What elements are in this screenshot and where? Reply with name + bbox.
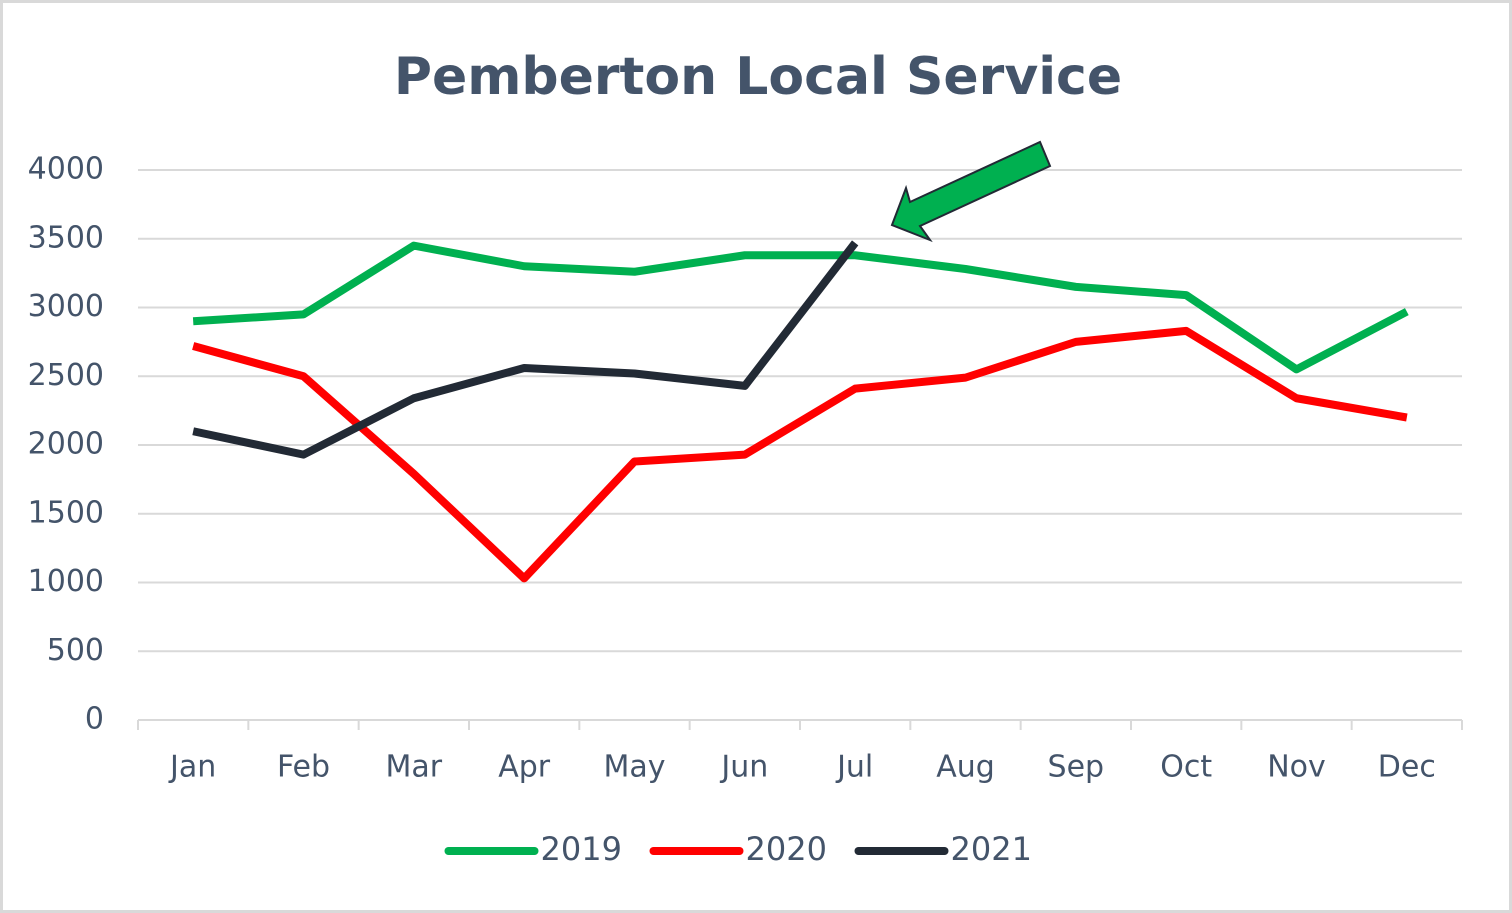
x-tick-label: Apr: [498, 750, 551, 785]
legend-label: 2019: [541, 830, 622, 868]
series-line: [192, 240, 859, 459]
x-tick-label: Nov: [1267, 750, 1326, 785]
y-tick-label: 4000: [28, 152, 104, 187]
x-tick-label: Jan: [168, 750, 216, 785]
annotation-arrow: [890, 140, 1052, 243]
chart-title: Pemberton Local Service: [394, 47, 1122, 107]
x-tick-label: May: [603, 750, 665, 785]
x-tick-label: Dec: [1378, 750, 1436, 785]
x-tick-label: Jul: [835, 750, 873, 785]
legend-label: 2020: [746, 830, 827, 868]
y-tick-label: 3000: [28, 289, 104, 324]
x-tick-label: Aug: [936, 750, 995, 785]
x-tick-label: Oct: [1160, 750, 1212, 785]
series-line: [192, 326, 1408, 583]
legend-label: 2021: [951, 830, 1032, 868]
x-tick-label: Jun: [719, 750, 768, 785]
y-tick-label: 500: [47, 633, 104, 668]
x-tick-label: Mar: [386, 750, 443, 785]
y-tick-label: 2500: [28, 358, 104, 393]
plot-area: 0 500 1000 1500 2000 2500 3000 3500 4000 Jan Feb Ma…: [28, 152, 1463, 868]
series-line: [192, 241, 1409, 374]
y-tick-label: 1000: [28, 564, 104, 599]
x-tick-label: Sep: [1048, 750, 1105, 785]
y-tick-label: 2000: [28, 427, 104, 462]
y-tick-label: 0: [85, 702, 104, 737]
y-tick-label: 3500: [28, 220, 104, 255]
x-tick-label: Feb: [277, 750, 330, 785]
y-tick-label: 1500: [28, 495, 104, 530]
